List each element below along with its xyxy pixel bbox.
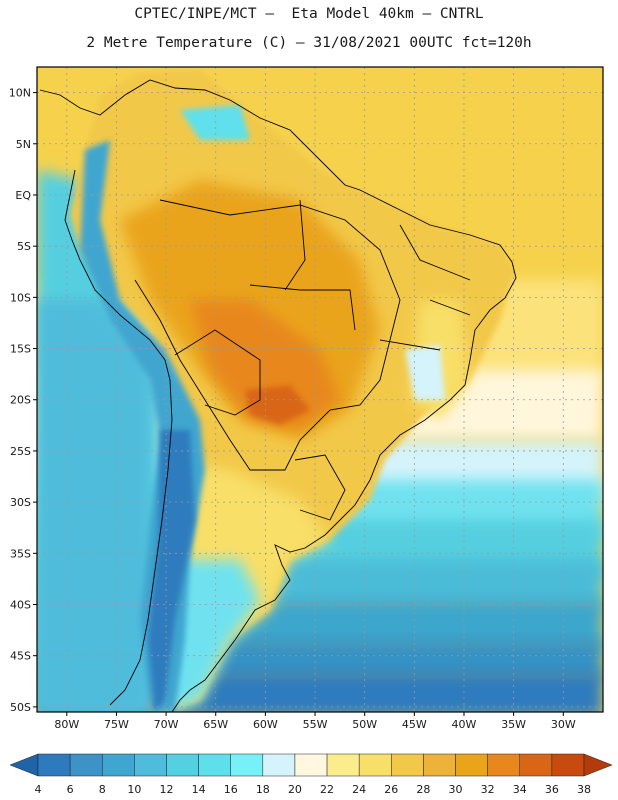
lat-label: 50S <box>10 701 31 714</box>
colorbar-tick: 38 <box>577 783 591 796</box>
lat-label: 10N <box>9 87 31 100</box>
lat-label: 45S <box>10 650 31 663</box>
colorbar-tick: 26 <box>384 783 398 796</box>
brazil-state-borders <box>249 199 356 331</box>
colorbar-tick: 24 <box>352 783 366 796</box>
field-venezuela-highlands <box>180 105 250 140</box>
latitude-labels: 10N 5N EQ 5S 10S 15S 20S 25S 30S 35S 40S 45S 50S <box>9 87 37 714</box>
colorbar-box <box>391 753 424 777</box>
colorbar-tick: 30 <box>449 783 463 796</box>
lon-label: 50W <box>352 718 377 731</box>
field-andes-6 <box>148 430 195 712</box>
colorbar-tick: 32 <box>481 783 495 796</box>
colorbar-tick: 16 <box>224 783 238 796</box>
colorbar-box <box>69 753 103 777</box>
lon-label: 65W <box>203 718 228 731</box>
title-line-2: 2 Metre Temperature (C) – 31/08/2021 00U… <box>86 35 532 51</box>
colorbar-tick: 8 <box>99 783 106 796</box>
field-pacific-cooler <box>37 300 150 712</box>
colorbar-tick: 4 <box>35 783 42 796</box>
colorbar-box <box>134 753 167 777</box>
colorbar-tick: 22 <box>320 783 334 796</box>
colorbar-tick: 28 <box>416 783 430 796</box>
coastlines <box>39 79 517 712</box>
lat-label: EQ <box>15 189 31 202</box>
colorbar-tick: 36 <box>545 783 559 796</box>
brazil-border <box>134 199 401 471</box>
field-interior-34 <box>190 300 340 430</box>
colorbar-box <box>358 753 392 777</box>
colorbar-box <box>487 753 521 777</box>
colorbar-boxes <box>9 753 613 777</box>
colorbar-box <box>198 753 231 777</box>
lon-label: 60W <box>253 718 278 731</box>
colorbar-box <box>551 753 585 777</box>
lat-label: 20S <box>10 394 31 407</box>
colorbar-box <box>230 753 264 777</box>
lat-label: 25S <box>10 445 31 458</box>
lon-label: 80W <box>54 718 79 731</box>
colorbar-low-arrow <box>9 753 39 777</box>
lon-label: 75W <box>104 718 129 731</box>
lat-label: 40S <box>10 599 31 612</box>
lon-label: 30W <box>551 718 576 731</box>
lon-label: 35W <box>501 718 526 731</box>
lon-label: 40W <box>452 718 477 731</box>
northeast-state-borders <box>379 224 471 351</box>
colorbar-box <box>455 753 488 777</box>
colorbar-high-arrow <box>583 753 613 777</box>
colorbar: 4 6 8 10 12 14 16 18 20 22 24 26 28 30 32 34 36 38 <box>9 753 613 796</box>
colorbar-tick: 18 <box>256 783 270 796</box>
colorbar-box <box>326 753 360 777</box>
title-line-1: CPTEC/INPE/MCT – Eta Model 40km – CNTRL <box>134 6 484 22</box>
lat-label: 5N <box>16 138 31 151</box>
lat-label: 10S <box>10 291 31 304</box>
lat-label: 30S <box>10 496 31 509</box>
uruguay-paraguay-border <box>294 454 346 521</box>
colorbar-box <box>423 753 456 777</box>
colorbar-tick: 10 <box>127 783 141 796</box>
pacific-coastline <box>64 169 173 706</box>
field-hotspot-36 <box>245 385 310 425</box>
colorbar-tick: 34 <box>513 783 527 796</box>
colorbar-box <box>101 753 135 777</box>
colorbar-tick: 20 <box>288 783 302 796</box>
colorbar-box <box>294 753 328 777</box>
colorbar-box <box>519 753 553 777</box>
lon-label: 55W <box>303 718 328 731</box>
colorbar-tick: 12 <box>159 783 173 796</box>
atlantic-coastline <box>39 79 517 712</box>
map-gridlines <box>37 67 603 712</box>
bolivia-border <box>174 329 261 416</box>
field-mantiqueira <box>405 345 445 400</box>
temperature-map: 10N 5N EQ 5S 10S 15S 20S 25S 30S 35S 40S 45S 50S 80W… <box>9 66 604 731</box>
colorbar-tick-labels: 4 6 8 10 12 14 16 18 20 22 24 26 28 30 32 34 36 38 <box>35 783 592 796</box>
lat-label: 15S <box>10 343 31 356</box>
colorbar-box <box>166 753 199 777</box>
lon-label: 70W <box>154 718 179 731</box>
lat-label: 35S <box>10 547 31 560</box>
longitude-labels: 80W 75W 70W 65W 60W 55W 50W 45W 40W 35W 30W <box>54 712 576 731</box>
colorbar-tick: 6 <box>67 783 74 796</box>
colorbar-tick: 14 <box>192 783 206 796</box>
temperature-field <box>37 67 603 712</box>
colorbar-box <box>37 753 71 777</box>
lat-label: 5S <box>17 240 31 253</box>
map-frame <box>36 66 604 713</box>
lon-label: 45W <box>402 718 427 731</box>
colorbar-box <box>262 753 296 777</box>
